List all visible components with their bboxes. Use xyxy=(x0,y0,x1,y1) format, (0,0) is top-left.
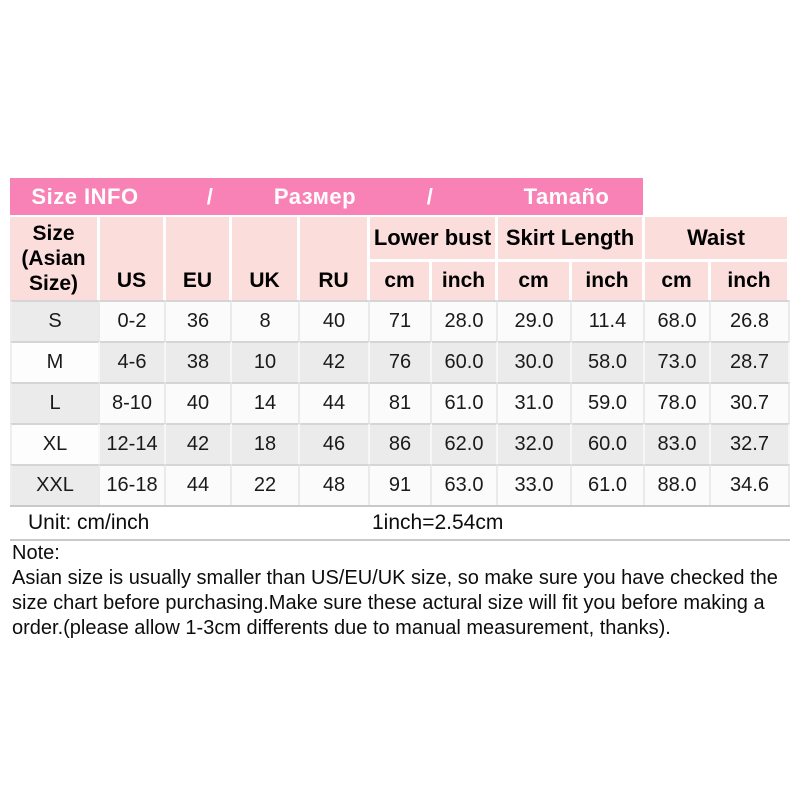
table-cell: 91 xyxy=(370,464,432,505)
table-cell: 73.0 xyxy=(645,341,711,382)
table-cell: 68.0 xyxy=(645,300,711,341)
table-cell: 76 xyxy=(370,341,432,382)
corner-line: Size) xyxy=(28,272,78,295)
table-cell: 31.0 xyxy=(498,382,572,423)
table-cell: 26.8 xyxy=(711,300,791,341)
table-cell: 14 xyxy=(232,382,300,423)
table-cell: 28.7 xyxy=(711,341,791,382)
note-line: size chart before purchasing.Make sure t… xyxy=(12,592,765,614)
unit-header-cell: inch xyxy=(711,262,791,300)
header-cell-us: US xyxy=(100,217,166,300)
table-cell: 71 xyxy=(370,300,432,341)
size-row-xxl: XXL 16-18 44 22 48 91 63.0 33.0 61.0 88.… xyxy=(10,464,791,505)
table-cell: 81 xyxy=(370,382,432,423)
banner-segment-russian: Размер xyxy=(273,183,357,209)
table-cell: 33.0 xyxy=(498,464,572,505)
header-cell-skirt-length: Skirt Length xyxy=(498,217,645,262)
table-cell: 86 xyxy=(370,423,432,464)
header-cell-waist: Waist xyxy=(645,217,791,262)
size-row-s: S 0-2 36 8 40 71 28.0 29.0 11.4 68.0 26.… xyxy=(10,300,791,341)
unit-header-cell: cm xyxy=(645,262,711,300)
table-cell: 16-18 xyxy=(100,464,166,505)
size-row-l: L 8-10 40 14 44 81 61.0 31.0 59.0 78.0 3… xyxy=(10,382,791,423)
table-cell: 10 xyxy=(232,341,300,382)
unit-label: Unit: cm/inch xyxy=(10,505,370,541)
table-cell: 38 xyxy=(166,341,232,382)
header-cell-lower-bust: Lower bust xyxy=(370,217,498,262)
table-cell: 22 xyxy=(232,464,300,505)
table-cell: 61.0 xyxy=(572,464,645,505)
table-cell: 32.7 xyxy=(711,423,791,464)
header-cell-uk: UK xyxy=(232,217,300,300)
table-cell: 78.0 xyxy=(645,382,711,423)
table-cell: 61.0 xyxy=(432,382,498,423)
table-cell: 42 xyxy=(300,341,370,382)
unit-header-cell: inch xyxy=(432,262,498,300)
table-cell: 18 xyxy=(232,423,300,464)
size-table: Size (Asian Size) US EU UK RU Lower bust… xyxy=(10,217,791,541)
table-cell: 42 xyxy=(166,423,232,464)
note-line: Asian size is usually smaller than US/EU… xyxy=(12,567,778,589)
table-cell: 60.0 xyxy=(572,423,645,464)
size-row-xl: XL 12-14 42 18 46 86 62.0 32.0 60.0 83.0… xyxy=(10,423,791,464)
table-cell: 44 xyxy=(166,464,232,505)
unit-footer-row: Unit: cm/inch 1inch=2.54cm xyxy=(10,505,791,541)
banner-separator: / xyxy=(206,183,214,209)
unit-header-cell: inch xyxy=(572,262,645,300)
note-block: Note: Asian size is usually smaller than… xyxy=(12,541,790,641)
unit-header-row: cm inch cm inch cm inch xyxy=(10,262,791,300)
size-row-m: M 4-6 38 10 42 76 60.0 30.0 58.0 73.0 28… xyxy=(10,341,791,382)
banner-segment-size-info: Size INFO xyxy=(31,183,139,209)
table-cell: 40 xyxy=(166,382,232,423)
table-cell: 32.0 xyxy=(498,423,572,464)
size-cell: L xyxy=(10,382,100,423)
corner-line: (Asian xyxy=(21,247,86,270)
header-cell-ru: RU xyxy=(300,217,370,300)
table-cell: 8-10 xyxy=(100,382,166,423)
table-cell: 83.0 xyxy=(645,423,711,464)
table-cell: 4-6 xyxy=(100,341,166,382)
table-cell: 30.0 xyxy=(498,341,572,382)
table-cell: 28.0 xyxy=(432,300,498,341)
table-cell: 12-14 xyxy=(100,423,166,464)
corner-line: Size xyxy=(32,222,75,245)
table-cell: 30.7 xyxy=(711,382,791,423)
size-info-banner: Size INFO / Размер / Tamaño xyxy=(10,178,643,215)
table-cell: 63.0 xyxy=(432,464,498,505)
header-cell-eu: EU xyxy=(166,217,232,300)
table-cell: 29.0 xyxy=(498,300,572,341)
table-cell: 48 xyxy=(300,464,370,505)
banner-separator: / xyxy=(426,183,434,209)
table-cell: 62.0 xyxy=(432,423,498,464)
table-cell: 36 xyxy=(166,300,232,341)
table-cell: 44 xyxy=(300,382,370,423)
table-cell: 40 xyxy=(300,300,370,341)
table-cell: 88.0 xyxy=(645,464,711,505)
table-cell: 46 xyxy=(300,423,370,464)
size-cell: S xyxy=(10,300,100,341)
group-header-row: Size (Asian Size) US EU UK RU Lower bust… xyxy=(10,217,791,300)
note-line: order.(please allow 1-3cm differents due… xyxy=(12,617,671,639)
note-title: Note: xyxy=(12,542,60,564)
table-cell: 11.4 xyxy=(572,300,645,341)
corner-header-cell: Size (Asian Size) xyxy=(10,217,100,300)
size-cell: XXL xyxy=(10,464,100,505)
table-cell: 58.0 xyxy=(572,341,645,382)
table-cell: 8 xyxy=(232,300,300,341)
unit-header-cell: cm xyxy=(498,262,572,300)
table-cell: 59.0 xyxy=(572,382,645,423)
table-cell: 0-2 xyxy=(100,300,166,341)
inch-conversion-label: 1inch=2.54cm xyxy=(370,505,791,541)
table-cell: 60.0 xyxy=(432,341,498,382)
table-cell: 34.6 xyxy=(711,464,791,505)
unit-header-cell: cm xyxy=(370,262,432,300)
size-cell: XL xyxy=(10,423,100,464)
size-cell: M xyxy=(10,341,100,382)
banner-segment-spanish: Tamaño xyxy=(523,183,610,209)
